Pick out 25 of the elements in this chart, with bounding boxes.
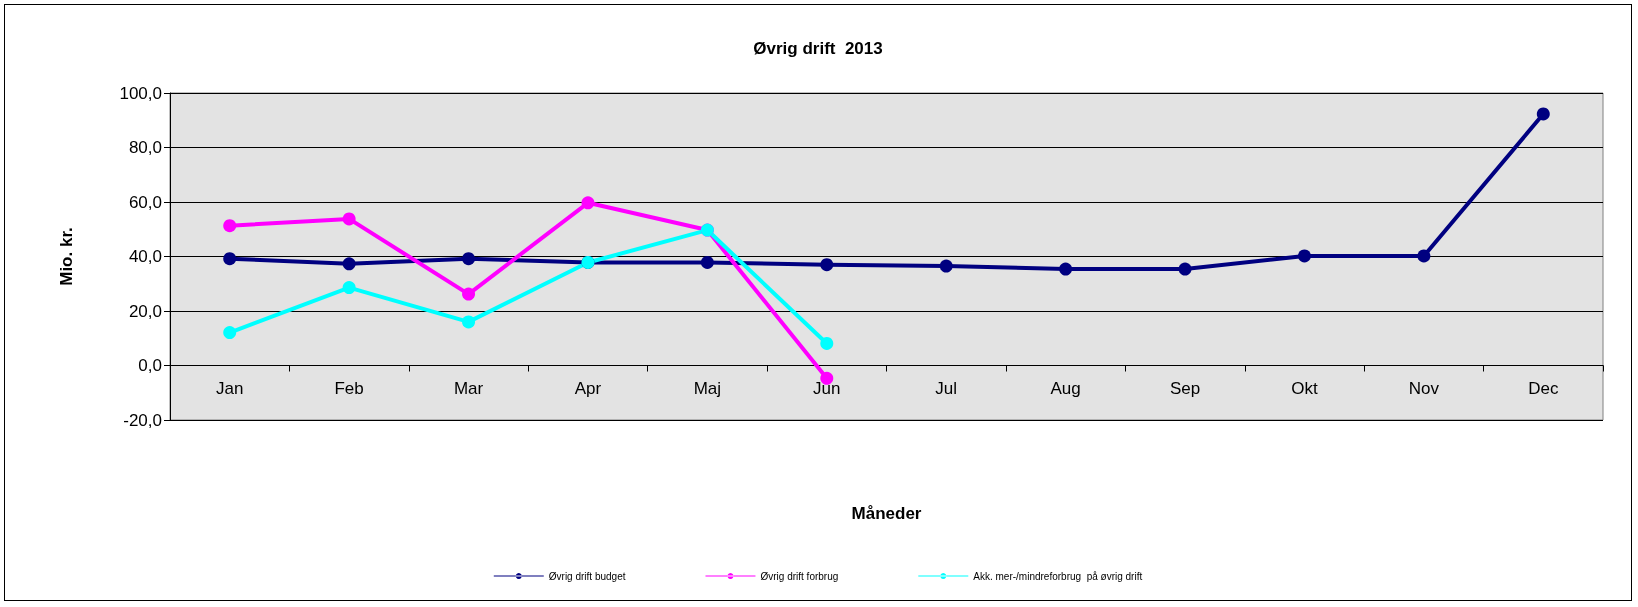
y-tick-label: 0,0	[138, 356, 162, 375]
x-tick-label: Feb	[334, 378, 364, 398]
x-tick-label: Nov	[1408, 378, 1440, 398]
y-tick-label: 60,0	[128, 192, 162, 212]
chart-title: Øvrig drift 2013	[753, 39, 883, 58]
y-tick-label: 20,0	[128, 301, 162, 321]
y-tick-label: -20,0	[123, 410, 162, 430]
x-tick-label: Jun	[813, 378, 841, 398]
y-tick-label: 80,0	[128, 138, 162, 157]
x-tick-label: Maj	[693, 378, 722, 398]
x-tick-label: Apr	[574, 378, 602, 398]
x-tick-label: Dec	[1528, 378, 1559, 398]
legend-label: Akk. mer-/mindreforbrug på øvrig drift	[973, 570, 1143, 582]
x-tick-label: Jul	[935, 378, 958, 398]
y-tick-label: 100,0	[119, 83, 162, 103]
y-tick-label: 40,0	[128, 247, 162, 266]
x-tick-label: Aug	[1050, 378, 1081, 398]
x-tick-label: Sep	[1169, 378, 1201, 398]
x-tick-label: Jan	[216, 378, 244, 398]
y-axis-title: Mio. kr.	[57, 227, 76, 286]
legend-label: Øvrig drift budget	[548, 570, 626, 582]
legend-label: Øvrig drift forbrug	[760, 570, 839, 582]
x-tick-label: Mar	[453, 378, 484, 398]
x-tick-label: Okt	[1291, 378, 1318, 398]
x-axis-title: Måneder	[851, 504, 922, 523]
